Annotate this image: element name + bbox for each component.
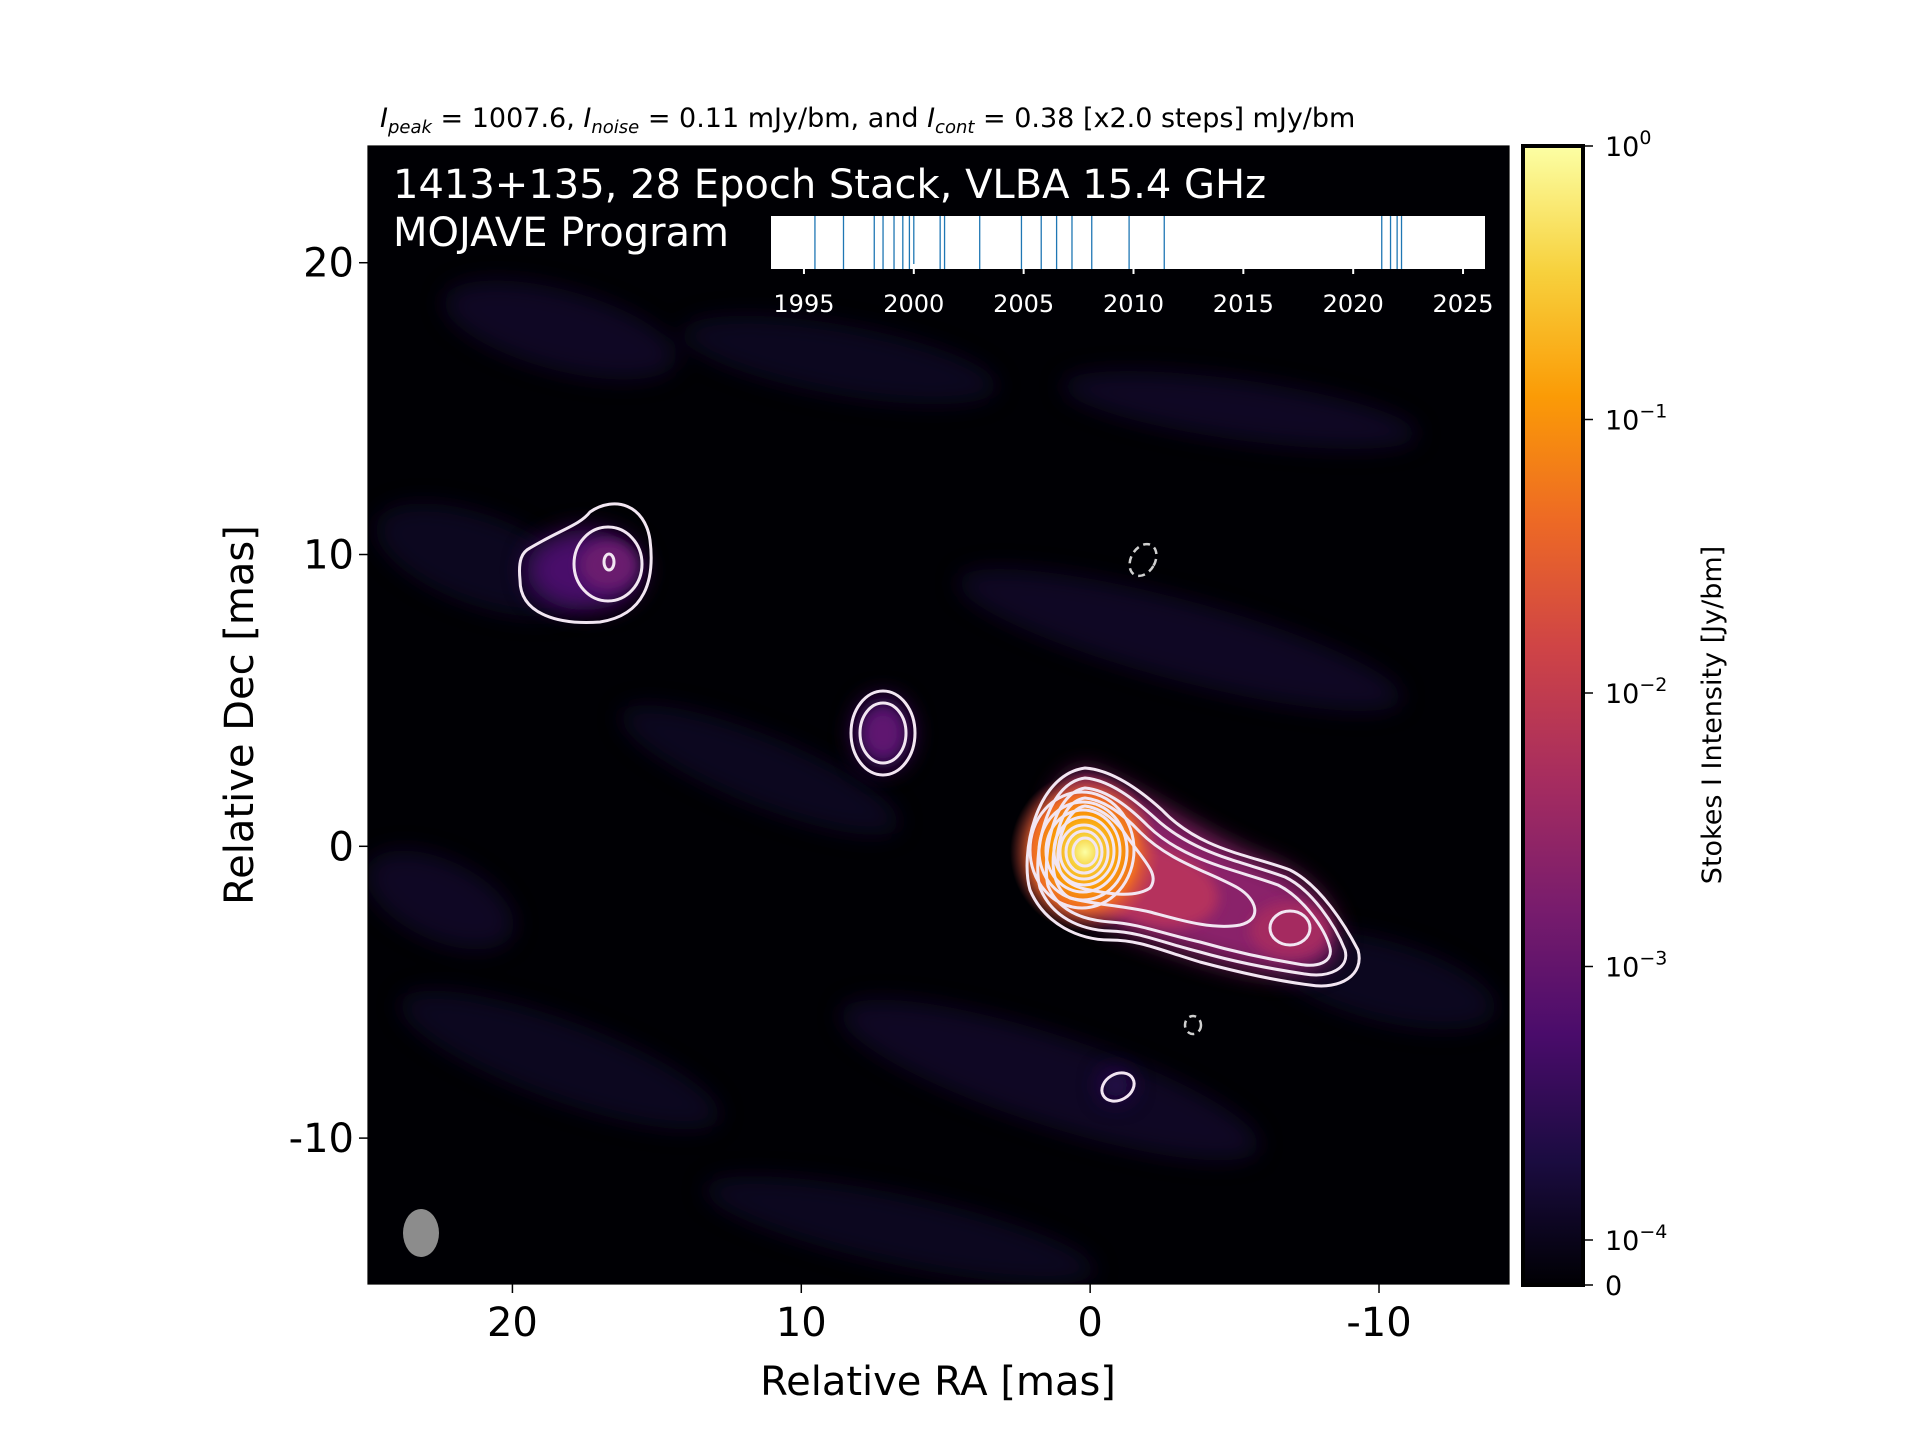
x-tick-label: 0 [1077, 1300, 1102, 1346]
timeline-tick-label: 2015 [1213, 290, 1274, 318]
colorbar-tick-label: 100 [1605, 127, 1651, 163]
contour-jet-1 [1025, 766, 1361, 988]
header-line: Ipeak = 1007.6, Inoise = 0.11 mJy/bm, an… [380, 103, 1355, 138]
colorbar-tick-label: 0 [1605, 1271, 1622, 1302]
y-tick-label: 10 [303, 533, 354, 579]
x-tick-label: 10 [776, 1300, 827, 1346]
contour-core-2 [1037, 800, 1129, 902]
timeline-tick-label: 2025 [1432, 290, 1493, 318]
contour-core-1 [1028, 790, 1136, 910]
chart-subtitle: MOJAVE Program [393, 210, 729, 256]
y-tick-label: 20 [303, 241, 354, 287]
colorbar-tick-label: 10−4 [1605, 1221, 1667, 1257]
colorbar: 100 10−1 10−2 10−3 10−4 0 Stokes I Intensity … [1521, 127, 1728, 1302]
timeline-tick-label: 2000 [883, 290, 944, 318]
contour-core-3 [1044, 808, 1122, 894]
epoch-lines [814, 216, 1403, 269]
x-tick-label: 20 [487, 1300, 538, 1346]
contour-mid-inner [858, 701, 908, 765]
contour-core-6 [1064, 829, 1104, 875]
contour-core-4 [1052, 815, 1116, 887]
negative-contours [1128, 542, 1203, 1036]
noise-background [368, 280, 1497, 1284]
timeline-ticks: 1995 2000 2005 2010 2015 2020 2025 [773, 264, 1494, 318]
contour-east-outer [518, 502, 653, 624]
y-axis-label: Relative Dec [mas] [217, 525, 263, 905]
colorbar-label: Stokes I Intensity [Jy/bm] [1697, 546, 1728, 884]
contour-south [1100, 1071, 1136, 1103]
contour-mid-outer [849, 689, 917, 777]
negative-contour-1 [1128, 542, 1158, 578]
timeline-tick-label: 2005 [993, 290, 1054, 318]
colorbar-ticks: 100 10−1 10−2 10−3 10−4 0 [1583, 127, 1667, 1302]
colorbar-gradient [1523, 146, 1583, 1285]
contour-east-inner [572, 525, 644, 603]
contour-core-7 [1071, 836, 1099, 868]
x-tick-label: -10 [1346, 1300, 1411, 1346]
contour-jet-4 [1051, 796, 1257, 928]
timeline-tick-label: 2020 [1323, 290, 1384, 318]
timeline-background [771, 216, 1485, 269]
image-panel: 1413+135, 28 Epoch Stack, VLBA 15.4 GHz … [368, 146, 1509, 1284]
contour-jet-2 [1036, 776, 1348, 977]
plot-frame [367, 145, 1510, 1285]
colorbar-tick-label: 10−2 [1605, 674, 1667, 710]
contour-core-5 [1058, 823, 1110, 881]
x-axis: 20 10 0 -10 [487, 1284, 1412, 1346]
colorbar-tick-label: 10−3 [1605, 948, 1667, 984]
contour-jet-5 [1056, 804, 1155, 896]
contour-jet-3 [1044, 786, 1332, 967]
contours [518, 502, 1361, 1103]
timeline-tick-label: 1995 [773, 290, 834, 318]
chart-title: 1413+135, 28 Epoch Stack, VLBA 15.4 GHz [393, 162, 1266, 208]
y-axis: 20 10 0 -10 [289, 241, 368, 1162]
epoch-timeline: 1995 2000 2005 2010 2015 2020 2025 [771, 216, 1494, 318]
contour-knot [1268, 909, 1312, 947]
colorbar-tick-label: 10−1 [1605, 401, 1667, 437]
y-tick-label: 0 [329, 824, 354, 870]
timeline-tick-label: 2010 [1103, 290, 1164, 318]
contour-east-peak [602, 552, 616, 572]
colorbar-frame [1521, 144, 1585, 1287]
negative-contour-2 [1183, 1014, 1203, 1036]
beam-ellipse [403, 1209, 439, 1257]
x-axis-label: Relative RA [mas] [760, 1359, 1116, 1405]
y-tick-label: -10 [289, 1116, 354, 1162]
